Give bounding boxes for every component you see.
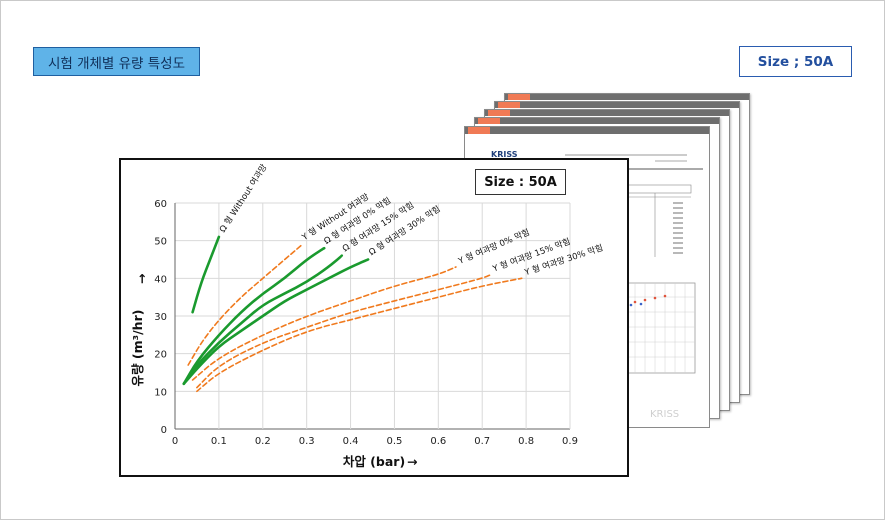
series-line (187, 243, 304, 366)
x-tick-label: 0 (172, 436, 178, 447)
x-axis-arrow: → (407, 454, 417, 469)
x-tick-label: 0.3 (299, 436, 315, 447)
document-logo: KRISS (491, 150, 518, 159)
series-line (196, 273, 492, 389)
chart-size-label: Size : 50A (475, 169, 566, 195)
x-tick-label: 0.4 (343, 436, 359, 447)
x-tick-label: 0.5 (386, 436, 402, 447)
series-line (182, 246, 326, 386)
y-axis-label: 유량 (m³/hr) (130, 310, 145, 387)
y-tick-label: 40 (154, 274, 167, 285)
x-tick-label: 0.6 (430, 436, 446, 447)
y-tick-label: 30 (154, 312, 167, 323)
x-tick-label: 0.1 (211, 436, 227, 447)
document-watermark: KRISS (650, 409, 679, 420)
size-badge: Size ; 50A (739, 46, 852, 77)
page-title-badge: 시험 개체별 유량 특성도 (33, 47, 200, 76)
y-tick-label: 10 (154, 387, 167, 398)
chart-series (182, 235, 523, 393)
x-tick-label: 0.9 (562, 436, 578, 447)
chart-ticks: 0 10 20 30 40 50 60 0 0.1 0.2 0.3 0.4 0.5 0.6 0.7 0.8 0.… (154, 199, 578, 447)
y-tick-label: 50 (154, 237, 167, 248)
flow-chart-panel: 0 10 20 30 40 50 60 0 0.1 0.2 0.3 0.4 0.5 0.6 0.7 0.8 0.… (119, 158, 629, 477)
y-tick-label: 0 (161, 425, 167, 436)
x-tick-label: 0.8 (518, 436, 534, 447)
x-tick-label: 0.7 (474, 436, 490, 447)
series-line (182, 258, 370, 386)
series-line (191, 266, 457, 381)
series-line (191, 235, 221, 314)
series-label: Ω 형 Without 여과망 (217, 162, 269, 234)
x-tick-label: 0.2 (255, 436, 271, 447)
flow-chart: 0 10 20 30 40 50 60 0 0.1 0.2 0.3 0.4 0.5 0.6 0.7 0.8 0.… (130, 162, 604, 469)
series-line (196, 277, 523, 393)
y-axis-arrow: → (134, 274, 149, 284)
y-tick-label: 60 (154, 199, 167, 210)
chart-grid (174, 202, 571, 430)
series-line (182, 254, 344, 386)
y-tick-label: 20 (154, 350, 167, 361)
x-axis-label: 차압 (bar) (343, 454, 405, 469)
